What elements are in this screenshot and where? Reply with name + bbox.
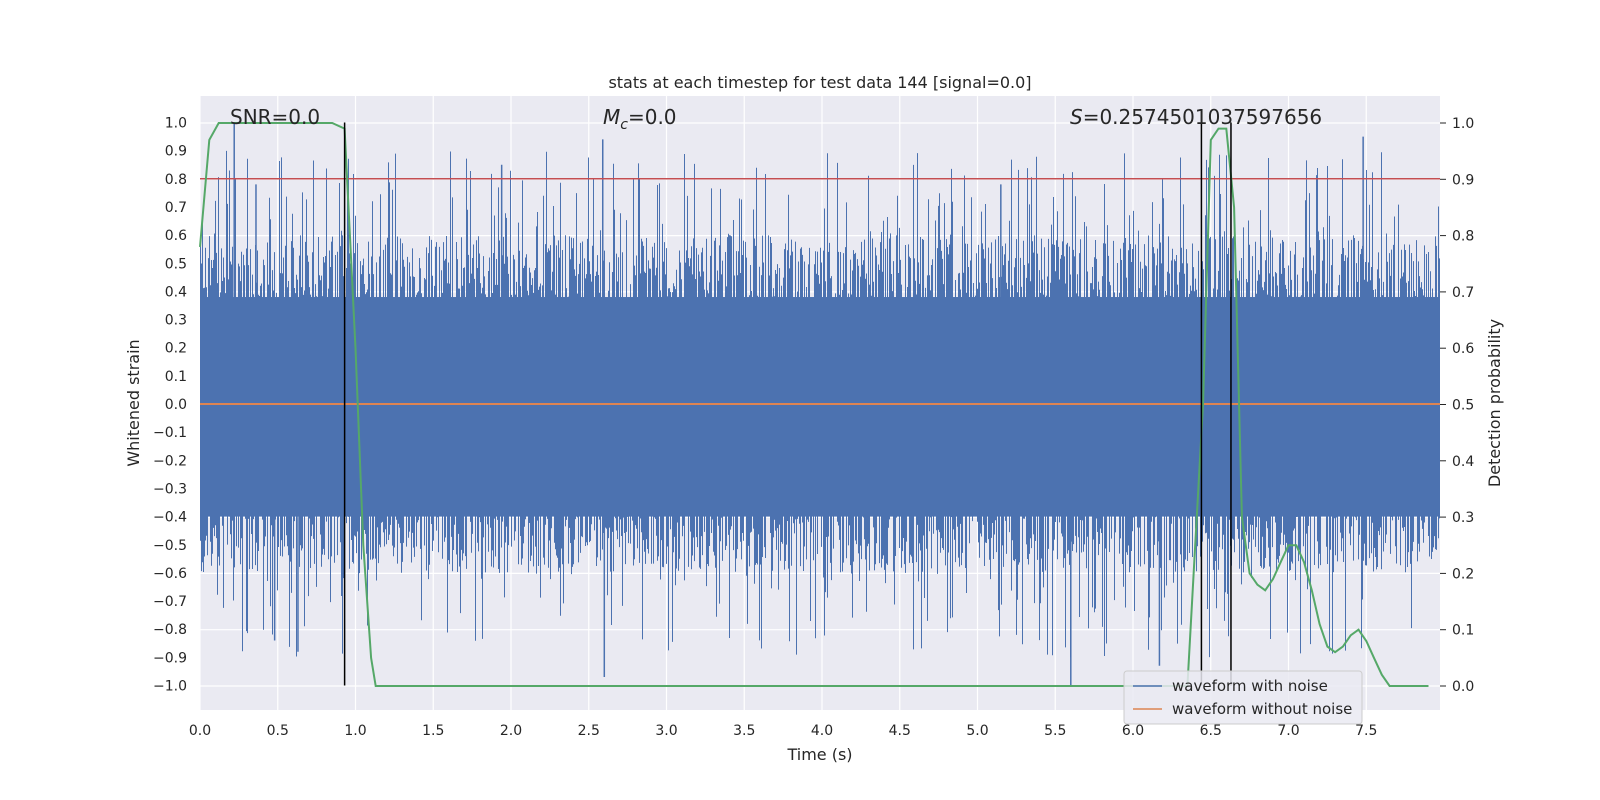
x-tick-label: 1.0 [344,723,366,739]
y-tick-label: 0.6 [165,228,187,244]
detection-probability-line [199,122,1429,687]
legend: waveform with noise waveform without noi… [1123,670,1363,725]
x-tick-label: 6.5 [1200,723,1222,739]
y2-tick-label: 0.5 [1452,398,1474,414]
y-tick-label: −0.3 [153,481,187,497]
x-tick-label: 1.5 [422,723,444,739]
y-tick-label: 0.5 [165,256,187,272]
y2-tick-label: 0.6 [1452,341,1474,357]
y2-tick-label: 0.3 [1452,510,1474,526]
y-tick-label: −0.2 [153,453,187,469]
y-tick-label: 0.0 [165,397,187,413]
mc-subscript: c [620,117,628,133]
detection-probability-series [199,122,1429,687]
x-axis-ticks: 0.0 0.5 1.0 1.5 2.0 2.5 3.0 3.5 4.0 4.5 5.0 5.5 6.0 6… [189,723,1378,739]
y-tick-label: 1.0 [165,116,187,132]
mc-annotation: Mc=0.0 [603,105,677,133]
s-symbol: S [1070,105,1083,129]
legend-label-clean: waveform without noise [1172,700,1352,718]
y-tick-label: −0.8 [153,622,187,638]
y2-tick-label: 1.0 [1452,116,1474,132]
x-tick-label: 0.5 [267,723,289,739]
x-tick-label: 4.0 [811,723,833,739]
y2-tick-label: 0.7 [1452,285,1474,301]
y-tick-label: −0.1 [153,425,187,441]
x-tick-label: 7.5 [1355,723,1377,739]
x-tick-label: 7.0 [1277,723,1299,739]
legend-box [1123,670,1363,725]
y-tick-label: −1.0 [153,679,187,695]
y2-tick-label: 0.4 [1452,454,1474,470]
y2-tick-label: 0.9 [1452,172,1474,188]
x-tick-label: 3.0 [655,723,677,739]
y-tick-label: 0.2 [165,341,187,357]
x-tick-label: 5.5 [1044,723,1066,739]
y-tick-label: −0.4 [153,510,187,526]
y-tick-label: 0.1 [165,369,187,385]
y2-tick-label: 0.8 [1452,229,1474,245]
x-tick-label: 0.0 [189,723,211,739]
y-tick-label: 0.3 [165,313,187,329]
legend-label-noise: waveform with noise [1172,677,1328,695]
x-axis-label: Time (s) [786,745,852,764]
y2-tick-label: 0.2 [1452,566,1474,582]
y2-tick-label: 0.1 [1452,623,1474,639]
vertical-markers [343,122,1232,686]
y-tick-label: 0.7 [165,200,187,216]
y-tick-label: 0.9 [165,144,187,160]
y-axis-label: Whitened strain [124,339,143,466]
y2-axis-ticks: 1.0 0.9 0.8 0.7 0.6 0.5 0.4 0.3 0.2 0.1 0.0 [1440,116,1474,695]
y2-axis-label: Detection probability [1485,319,1504,487]
y-tick-label: 0.8 [165,172,187,188]
mc-symbol: M [603,105,620,129]
snr-annotation: SNR=0.0 [230,105,320,129]
y2-tick-label: 0.0 [1452,679,1474,695]
s-annotation: S=0.2574501037597656 [1070,105,1322,129]
x-tick-label: 3.5 [733,723,755,739]
chart-title: stats at each timestep for test data 144… [608,73,1031,92]
y-tick-label: 0.4 [165,284,187,300]
s-value: =0.2574501037597656 [1083,105,1322,129]
y-tick-label: −0.6 [153,566,187,582]
x-tick-label: 5.0 [966,723,988,739]
y-tick-label: −0.5 [153,538,187,554]
x-tick-label: 6.0 [1122,723,1144,739]
x-tick-label: 2.5 [578,723,600,739]
x-tick-label: 2.0 [500,723,522,739]
x-tick-label: 4.5 [889,723,911,739]
y-tick-label: −0.9 [153,650,187,666]
y-axis-ticks: 1.0 0.9 0.8 0.7 0.6 0.5 0.4 0.3 0.2 0.1 0.0 −0.1 −0.… [153,116,187,695]
y-tick-label: −0.7 [153,594,187,610]
mc-value: =0.0 [628,105,677,129]
